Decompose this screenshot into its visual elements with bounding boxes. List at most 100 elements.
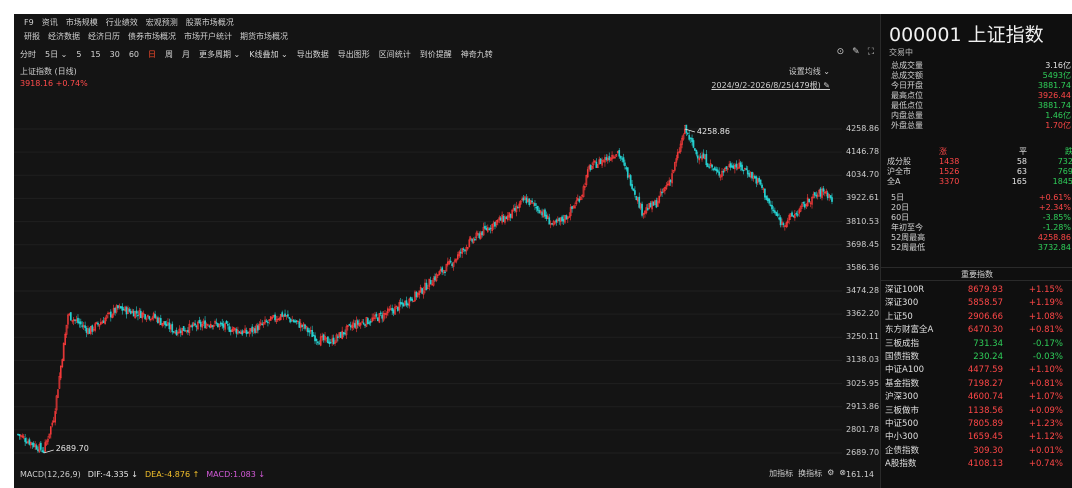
stat-row: 总成交量 3.16亿 — [891, 61, 1071, 71]
candle-body — [311, 330, 314, 337]
index-row[interactable]: 三板成指 731.34 -0.17% — [885, 338, 1072, 351]
kline-chart[interactable]: 上证指数 (日线) 3918.16 +0.74% 设置均线 ⌄ 2024/9/2… — [14, 63, 880, 463]
candle-body — [41, 450, 44, 453]
add-indicator-button[interactable]: 加指标 — [769, 469, 794, 478]
candle-body — [405, 300, 408, 306]
index-row[interactable]: 三板做市 1138.56 +0.09% — [885, 405, 1072, 418]
candle-body — [782, 223, 785, 225]
period-tab[interactable]: 到价提醒 — [419, 50, 452, 59]
y-axis-tick-label: 3138.03 — [846, 355, 880, 365]
macd-name[interactable]: MACD(12,26,9) — [20, 469, 81, 479]
candle-body — [485, 227, 488, 231]
candle-body — [402, 303, 405, 307]
index-change: +0.01% — [1028, 445, 1063, 456]
index-row[interactable]: 东方财富全A 6470.30 +0.81% — [885, 324, 1072, 337]
menu-item[interactable]: 研报 — [24, 32, 40, 41]
index-row[interactable]: 深证100R 8679.93 +1.15% — [885, 284, 1072, 297]
index-change: +0.09% — [1028, 405, 1063, 416]
menu-item[interactable]: 经济日历 — [88, 32, 120, 41]
candle-body — [812, 193, 815, 199]
candle-body — [781, 221, 783, 225]
index-row[interactable]: 基金指数 7198.27 +0.81% — [885, 378, 1072, 391]
candle-body — [621, 158, 623, 160]
candle-body — [109, 311, 112, 318]
period-tab[interactable]: 周 — [165, 50, 173, 59]
stat-label: 内盘总量 — [891, 111, 923, 120]
menu-item[interactable]: 市场开户统计 — [184, 32, 232, 41]
stat-row: 最低点位 3881.74 — [891, 101, 1071, 111]
breadth-row: 成分股 1438 58 732 — [887, 157, 1072, 167]
menu-item[interactable]: 行业绩效 — [105, 18, 138, 27]
candle-body — [137, 314, 139, 317]
menu-item[interactable]: 债券市场概况 — [128, 32, 176, 41]
menu-item[interactable]: 宏观预测 — [145, 18, 178, 27]
index-row[interactable]: 中小300 1659.45 +1.12% — [885, 431, 1072, 444]
candle-body — [811, 196, 813, 205]
index-row[interactable]: 中证500 7805.89 +1.23% — [885, 418, 1072, 431]
period-tab[interactable]: 区间统计 — [378, 50, 411, 59]
period-tab[interactable]: 导出数据 — [296, 50, 329, 59]
menu-item[interactable]: F9 — [24, 18, 34, 27]
candle-body — [247, 332, 249, 334]
breadth-flat: 63 — [1016, 167, 1027, 176]
period-tab[interactable]: 60 — [128, 50, 139, 59]
candle-body — [55, 395, 58, 411]
candle-body — [245, 330, 248, 335]
period-tab[interactable]: 5 — [76, 50, 82, 59]
settings-circle-icon[interactable]: ⊙ — [836, 47, 845, 57]
candle-body — [94, 323, 96, 331]
candle-body — [238, 331, 241, 334]
index-row[interactable]: 企债指数 309.30 +0.01% — [885, 445, 1072, 458]
candle-body — [308, 330, 311, 333]
candle-body — [516, 207, 519, 209]
candle-body — [368, 322, 371, 324]
index-row[interactable]: 国债指数 230.24 -0.03% — [885, 351, 1072, 364]
menu-item[interactable]: 经济数据 — [48, 32, 80, 41]
candle-body — [221, 322, 224, 326]
period-tab[interactable]: 分时 — [20, 50, 36, 59]
candle-body — [826, 192, 829, 199]
candle-body — [469, 237, 472, 240]
gear-icon[interactable]: ⚙ — [827, 468, 835, 477]
index-row[interactable]: A股指数 4108.13 +0.74% — [885, 458, 1072, 471]
menu-item[interactable]: 期货市场概况 — [240, 32, 288, 41]
index-row[interactable]: 深证300 5858.57 +1.19% — [885, 297, 1072, 310]
index-change: +0.81% — [1028, 378, 1063, 389]
candle-body — [219, 322, 222, 325]
candle-body — [262, 322, 265, 325]
index-row[interactable]: 上证50 2906.66 +1.08% — [885, 311, 1072, 324]
draw-pen-icon[interactable]: ✎ — [852, 47, 860, 57]
menu-item[interactable]: 资讯 — [41, 18, 58, 27]
period-tab[interactable]: K线叠加 ⌄ — [249, 50, 288, 59]
period-tab[interactable]: 神奇九转 — [460, 50, 493, 59]
candle-body — [121, 306, 124, 311]
candle-body — [726, 168, 729, 170]
perf-row: 5日 +0.61% — [891, 193, 1071, 203]
period-tab[interactable]: 更多周期 ⌄ — [199, 50, 241, 59]
candle-body — [102, 320, 105, 324]
period-tab[interactable]: 导出图形 — [337, 50, 370, 59]
candle-body — [344, 332, 346, 335]
period-tab[interactable]: 日 — [148, 50, 156, 59]
close-icon[interactable]: ⊗ — [839, 468, 846, 477]
period-tab[interactable]: 30 — [109, 50, 120, 59]
index-row[interactable]: 沪深300 4600.74 +1.07% — [885, 391, 1072, 404]
menu-item[interactable]: 市场规模 — [65, 18, 98, 27]
candle-body — [271, 317, 274, 319]
candle-body — [429, 280, 432, 285]
candle-body — [632, 188, 635, 191]
candle-body — [77, 317, 79, 323]
period-tab[interactable]: 15 — [90, 50, 101, 59]
set-moving-average-button[interactable]: 设置均线 ⌄ — [788, 67, 830, 76]
fullscreen-icon[interactable]: ⛶ — [867, 47, 874, 57]
y-axis-tick-label: 3025.95 — [846, 378, 880, 388]
candle-body — [241, 330, 244, 335]
period-tab[interactable]: 月 — [182, 50, 190, 59]
switch-indicator-button[interactable]: 换指标 — [798, 469, 823, 478]
date-range-link[interactable]: 2024/9/2-2026/8/25(479根) ✎ — [711, 81, 830, 90]
index-row[interactable]: 中证A100 4477.59 +1.10% — [885, 364, 1072, 377]
period-tab[interactable]: 5日 ⌄ — [45, 50, 68, 59]
kline-canvas[interactable] — [14, 63, 880, 463]
candle-body — [548, 217, 551, 225]
menu-item[interactable]: 股票市场概况 — [185, 18, 234, 27]
